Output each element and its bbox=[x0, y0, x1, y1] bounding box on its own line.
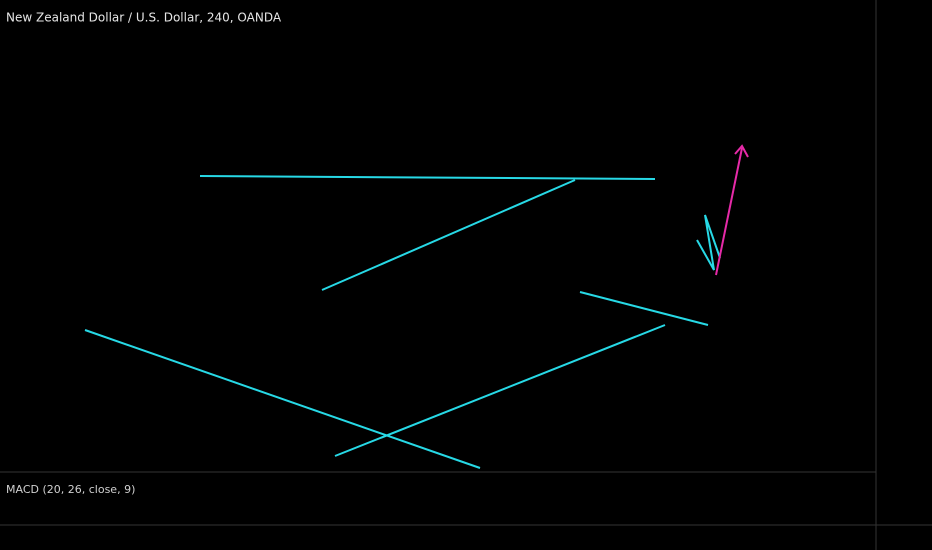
trend-line bbox=[84, 329, 481, 469]
trend-line bbox=[321, 179, 576, 291]
trend-line bbox=[579, 291, 709, 326]
trend-line bbox=[334, 324, 666, 457]
trend-line bbox=[696, 214, 721, 271]
chart-title: New Zealand Dollar / U.S. Dollar, 240, O… bbox=[6, 11, 282, 25]
trend-line bbox=[199, 175, 656, 180]
projection-arrow-head bbox=[734, 144, 749, 158]
macd-title: MACD (20, 26, close, 9) bbox=[6, 483, 135, 496]
projection-arrow bbox=[715, 147, 743, 276]
drawings bbox=[84, 144, 749, 469]
